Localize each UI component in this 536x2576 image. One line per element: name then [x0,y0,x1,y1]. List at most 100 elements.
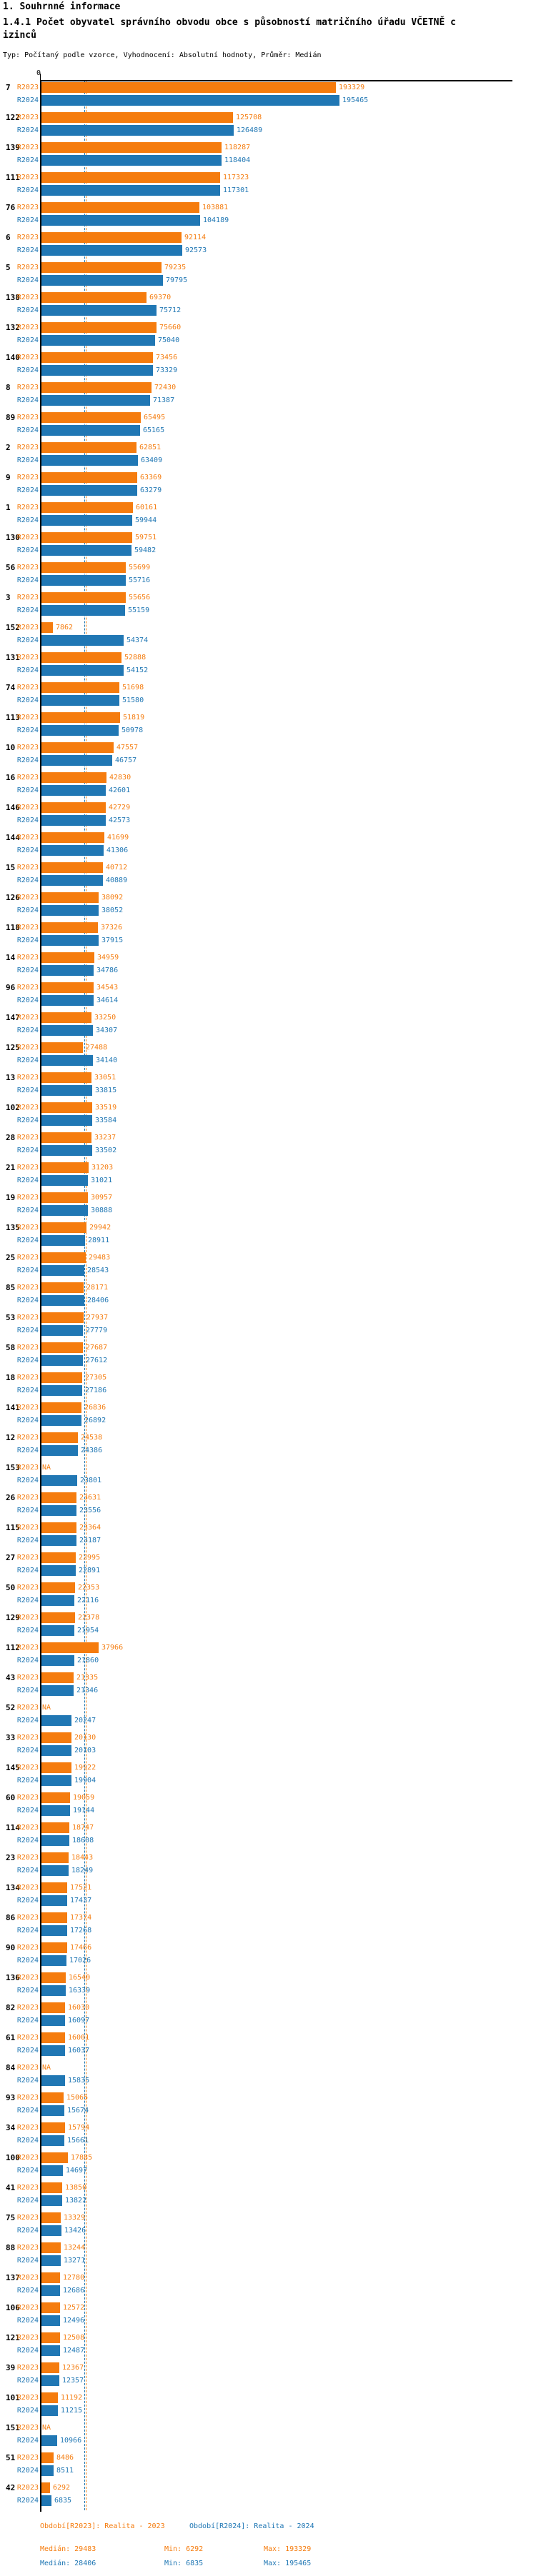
bar-value-r2024: 59944 [135,516,157,524]
series-label-r2024: R2024 [16,1927,39,1935]
bar-group: 130 R2023 59751 R2024 59482 [0,532,536,562]
bar-value-r2023: 33519 [95,1104,117,1112]
bar-line-r2023: R2023 12780 [0,2272,536,2283]
bar-r2024 [41,1385,82,1396]
bar-r2023 [41,2302,60,2313]
series-label-r2023: R2023 [16,2184,39,2192]
bar-group: 90 R2023 17466 R2024 17026 [0,1942,536,1972]
group-id: 15 [6,863,16,872]
bar-r2023 [41,262,162,273]
bar-line-r2023: R2023 19059 [0,1792,536,1803]
bar-group: 144 R2023 41699 R2024 41306 [0,832,536,862]
bar-value-r2023: NA [42,2064,51,2072]
bar-value-r2023: 13850 [65,2184,87,2192]
bar-line-r2023: R2023 37966 [0,1642,536,1653]
bar-group: 42 R2023 6292 R2024 6835 [0,2482,536,2512]
bar-r2024 [41,365,153,376]
bar-value-r2023: 16030 [68,2004,90,2012]
bar-group: 9 R2023 63369 R2024 63279 [0,472,536,502]
bar-value-r2024: 34307 [96,1027,118,1034]
bar-group: 96 R2023 34543 R2024 34614 [0,982,536,1012]
bar-value-r2023: 29483 [89,1254,111,1262]
series-label-r2023: R2023 [16,294,39,301]
series-label-r2024: R2024 [16,2077,39,2085]
bar-line-r2023: R2023 27687 [0,1342,536,1353]
bar-value-r2024: 13426 [64,2227,86,2235]
series-label-r2023: R2023 [16,2394,39,2402]
legend-max-r2023: Max: 193329 [264,2545,312,2553]
bar-r2023 [41,802,106,813]
series-label-r2024: R2024 [16,1357,39,1364]
bar-r2023 [41,1792,70,1803]
series-label-r2023: R2023 [16,114,39,121]
group-id: 34 [6,2123,16,2132]
bar-r2023 [41,1162,89,1173]
bar-value-r2023: 6292 [53,2484,71,2492]
series-label-r2023: R2023 [16,474,39,481]
bar-r2023 [41,1072,91,1083]
bar-value-r2023: NA [42,2424,51,2432]
series-label-r2024: R2024 [16,2257,39,2265]
bar-r2023 [41,1492,76,1503]
series-label-r2024: R2024 [16,1297,39,1304]
bar-r2023 [41,2152,68,2163]
bar-r2023 [41,1192,88,1203]
series-label-r2024: R2024 [16,276,39,284]
series-label-r2023: R2023 [16,1164,39,1172]
bar-line-r2024: R2024 13271 [0,2255,536,2266]
series-label-r2023: R2023 [16,1284,39,1292]
bar-value-r2024: 75040 [158,336,180,344]
group-id: 101 [6,2393,20,2402]
bar-line-r2024: R2024 12686 [0,2285,536,2296]
bar-value-r2024: 51580 [122,697,144,704]
bar-r2023 [41,1972,66,1983]
bar-r2024 [41,575,126,586]
group-id: 138 [6,293,20,302]
series-label-r2023: R2023 [16,1794,39,1802]
series-label-r2024: R2024 [16,1117,39,1124]
bar-line-r2024: R2024 21860 [0,1655,536,1666]
bar-line-r2024: R2024 12487 [0,2345,536,2356]
bar-value-r2023: 117323 [223,174,249,181]
bar-value-r2024: 20247 [74,1717,96,1724]
bar-value-r2024: 50978 [121,727,144,734]
series-label-r2024: R2024 [16,2197,39,2205]
group-id: 118 [6,923,20,932]
bar-value-r2024: 15661 [67,2137,89,2145]
group-id: 27 [6,1553,16,1562]
group-id: 39 [6,2363,16,2372]
bar-line-r2024: R2024 27612 [0,1355,536,1366]
bar-line-r2023: R2023 30957 [0,1192,536,1203]
bar-r2024 [41,1085,92,1096]
bar-line-r2023: R2023 13850 [0,2182,536,2193]
bar-r2024 [41,635,124,646]
bar-r2023 [41,2332,60,2343]
group-id: 90 [6,1943,16,1952]
bar-r2023 [41,1612,75,1623]
bar-r2023 [41,1402,81,1413]
group-id: 140 [6,353,20,362]
series-label-r2024: R2024 [16,366,39,374]
bar-r2024 [41,905,99,916]
bar-r2023 [41,502,133,513]
series-label-r2023: R2023 [16,714,39,722]
series-label-r2023: R2023 [16,2484,39,2492]
bar-r2024 [41,1145,92,1156]
series-label-r2023: R2023 [16,264,39,271]
series-label-r2023: R2023 [16,1584,39,1592]
series-label-r2023: R2023 [16,744,39,752]
group-id: 137 [6,2273,20,2282]
bar-line-r2024: R2024 28406 [0,1295,536,1306]
bar-line-r2023: R2023 17466 [0,1942,536,1953]
bar-value-r2023: 33250 [94,1014,116,1022]
bar-r2024 [41,1595,74,1606]
bar-value-r2024: 18249 [71,1867,94,1874]
bar-value-r2024: 16037 [68,2047,90,2055]
bar-r2024 [41,2315,60,2326]
group-id: 28 [6,1133,16,1142]
bar-r2024 [41,1775,71,1786]
bar-line-r2023: R2023 22378 [0,1612,536,1623]
bar-value-r2023: 30957 [91,1194,113,1202]
bar-value-r2023: 15065 [66,2094,89,2102]
bar-line-r2023: R2023 125708 [0,112,536,123]
